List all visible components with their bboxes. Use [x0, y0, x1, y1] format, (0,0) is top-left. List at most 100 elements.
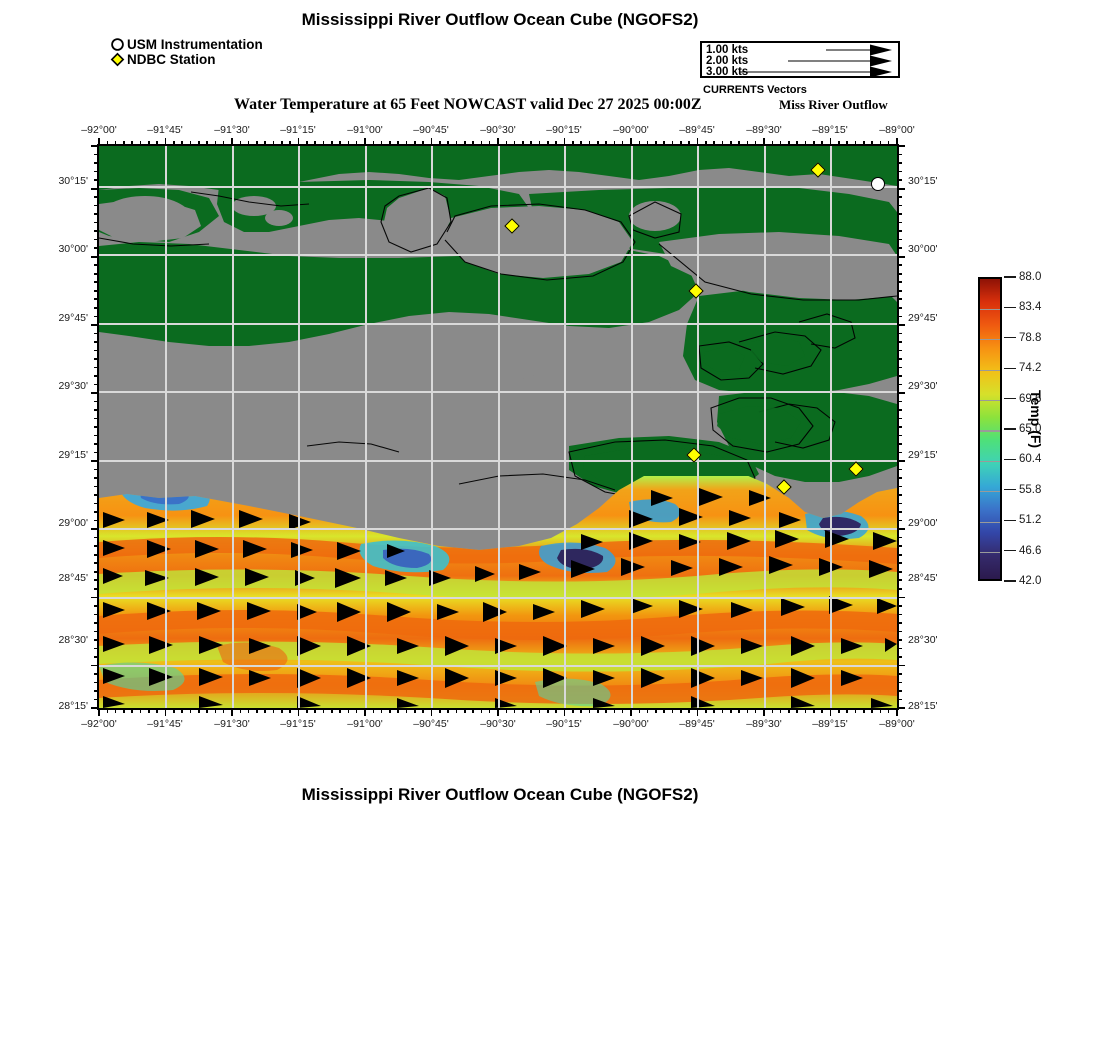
- station-legend: USM Instrumentation NDBC Station: [110, 36, 263, 67]
- colorbar-tick-label: 65.0: [1019, 423, 1042, 435]
- colorbar-separator: [980, 551, 1000, 554]
- footer-title: Mississippi River Outflow Ocean Cube (NG…: [301, 785, 699, 804]
- y-tick-label: 30°00': [58, 243, 88, 255]
- gridline-horizontal: [99, 254, 897, 256]
- colorbar-tick-label: 78.8: [1019, 331, 1042, 344]
- colorbar-separator: [980, 399, 1000, 402]
- x-tick-label: –90°45': [413, 124, 449, 136]
- y-tick-label: 28°45': [908, 572, 938, 584]
- x-tick-label: –91°00': [347, 124, 383, 136]
- gridline-horizontal: [99, 323, 897, 325]
- x-tick-label: –90°30': [480, 124, 516, 136]
- colorbar-separator: [980, 521, 1000, 523]
- x-tick-label: –90°00': [613, 718, 649, 730]
- x-tick-label: –91°45': [147, 124, 183, 136]
- colorbar-tick: [1004, 519, 1016, 521]
- gridline-vertical: [764, 146, 766, 708]
- colorbar-frame: [978, 277, 1002, 581]
- colorbar-tick-label: 83.4: [1019, 301, 1042, 314]
- gridline-horizontal: [99, 528, 897, 530]
- colorbar-tick-label: 69.6: [1019, 392, 1042, 405]
- vector-label-3kt: 3.00 kts: [706, 66, 749, 78]
- y-tick-label: 30°15': [58, 175, 88, 187]
- colorbar-tick-label: 60.4: [1019, 453, 1042, 466]
- colorbar-tick-label: 46.6: [1019, 544, 1042, 557]
- y-tick-label: 29°15': [58, 449, 88, 461]
- x-tick-label: –91°45': [147, 718, 183, 730]
- x-tick-label: –91°15': [280, 124, 316, 136]
- x-tick-label: –90°00': [613, 124, 649, 136]
- colorbar-tick: [1004, 306, 1016, 309]
- current-vectors: [103, 488, 897, 708]
- colorbar-tick: [1004, 458, 1016, 461]
- legend-item-ndbc: NDBC Station: [110, 51, 263, 67]
- x-tick-label: –91°30': [214, 124, 250, 136]
- gridline-vertical: [365, 146, 367, 708]
- y-tick-label: 29°30': [908, 380, 938, 392]
- colorbar: [978, 277, 1002, 581]
- vector-label-2kt: 2.00 kts: [706, 55, 749, 67]
- y-tick-label: 29°15': [908, 449, 938, 461]
- y-tick-label: 29°00': [58, 517, 88, 529]
- colorbar-title: Temp (F): [1028, 390, 1044, 449]
- x-tick-label: –89°15': [812, 718, 848, 730]
- colorbar-tick: [1004, 367, 1016, 369]
- station-marker-usm[interactable]: [871, 177, 885, 191]
- y-tick-label: 28°15': [908, 700, 938, 712]
- y-tick-label: 29°30': [58, 380, 88, 392]
- colorbar-separator: [980, 369, 1000, 371]
- colorbar-separator: [980, 430, 1000, 432]
- x-tick-label: –91°30': [214, 718, 250, 730]
- y-tick-label: 29°45': [58, 312, 88, 324]
- x-tick-label: –90°15': [546, 718, 582, 730]
- y-tick-label: 29°45': [908, 312, 938, 324]
- chart-subtitle: Water Temperature at 65 Feet NOWCAST val…: [234, 96, 702, 113]
- gridline-vertical: [564, 146, 566, 708]
- gridline-horizontal: [99, 186, 897, 188]
- colorbar-tick-label: 88.0: [1019, 271, 1042, 283]
- y-tick-label: 28°15': [58, 700, 88, 712]
- colorbar-tick: [1004, 580, 1016, 582]
- legend-label-usm: USM Instrumentation: [127, 36, 263, 52]
- gridline-vertical: [830, 146, 832, 708]
- colorbar-tick: [1004, 276, 1016, 278]
- x-tick-label: –92°00': [81, 124, 117, 136]
- gridline-vertical: [165, 146, 167, 708]
- gridline-vertical: [431, 146, 433, 708]
- circle-marker-icon: [110, 37, 125, 52]
- x-tick-label: –89°00': [879, 124, 915, 136]
- gridline-vertical: [697, 146, 699, 708]
- y-tick-label: 28°30': [908, 634, 938, 646]
- x-tick-label: –89°30': [746, 718, 782, 730]
- x-tick-label: –89°45': [679, 124, 715, 136]
- y-tick-label: 28°45': [58, 572, 88, 584]
- gridline-vertical: [232, 146, 234, 708]
- legend-item-usm: USM Instrumentation: [110, 36, 263, 52]
- gridline-horizontal: [99, 597, 897, 599]
- diamond-marker-icon: [110, 52, 125, 67]
- colorbar-tick-label: 51.2: [1019, 514, 1042, 527]
- x-tick-label: –91°00': [347, 718, 383, 730]
- map-plot[interactable]: [97, 144, 899, 710]
- vector-label-1kt: 1.00 kts: [706, 44, 749, 56]
- colorbar-separator: [980, 339, 1000, 341]
- y-tick-label: 28°30': [58, 634, 88, 646]
- colorbar-tick: [1004, 397, 1016, 400]
- vector-legend-caption: CURRENTS Vectors: [703, 84, 807, 96]
- gridline-horizontal: [99, 665, 897, 667]
- colorbar-tick-label: 55.8: [1019, 483, 1042, 496]
- x-tick-label: –92°00': [81, 718, 117, 730]
- gridline-horizontal: [99, 460, 897, 462]
- x-tick-label: –91°15': [280, 718, 316, 730]
- gridline-horizontal: [99, 391, 897, 393]
- region-label: Miss River Outflow: [779, 97, 888, 112]
- colorbar-separator: [980, 460, 1000, 463]
- x-tick-label: –89°00': [879, 718, 915, 730]
- gridline-vertical: [298, 146, 300, 708]
- colorbar-tick: [1004, 337, 1016, 339]
- colorbar-separator: [980, 308, 1000, 311]
- legend-label-ndbc: NDBC Station: [127, 51, 216, 67]
- colorbar-tick-label: 42.0: [1019, 575, 1042, 587]
- colorbar-separator: [980, 491, 1000, 493]
- x-tick-label: –90°45': [413, 718, 449, 730]
